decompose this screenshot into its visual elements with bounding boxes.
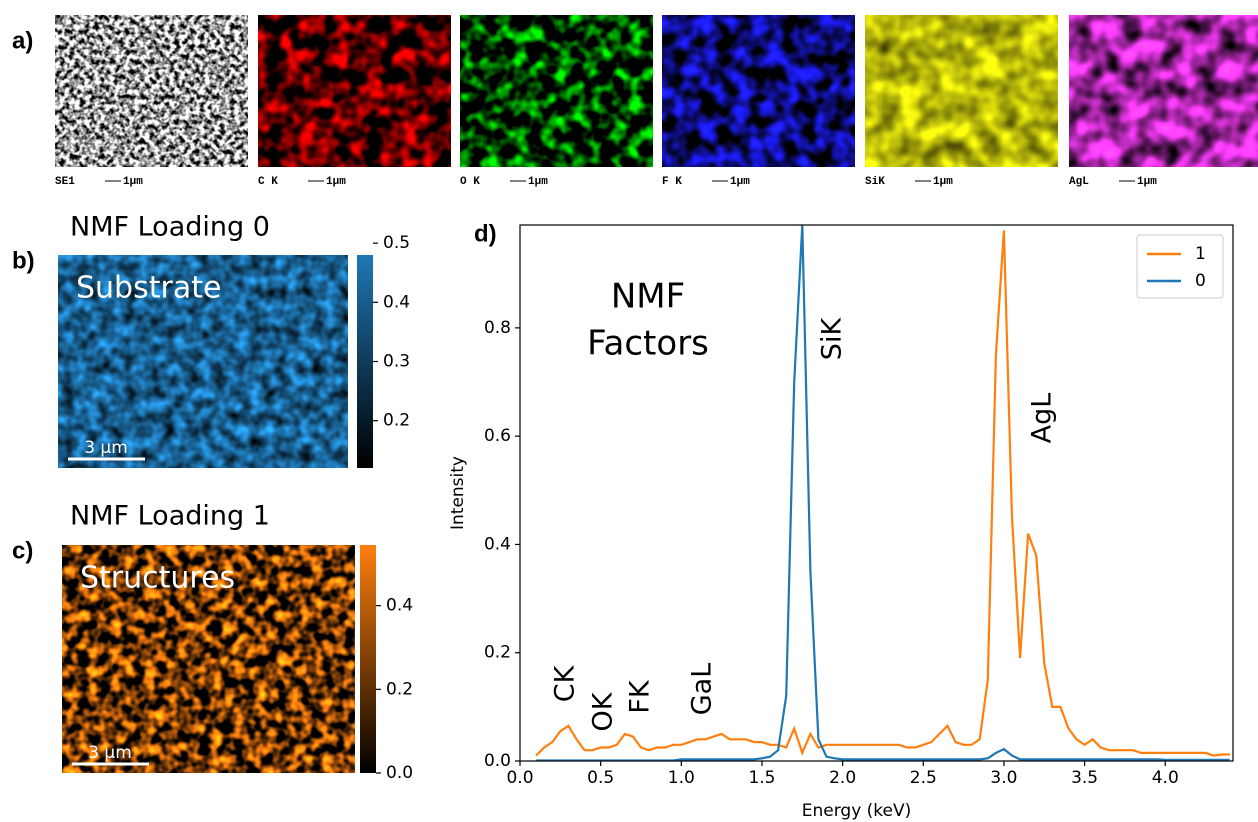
- scale-label: 1µm: [933, 176, 953, 188]
- legend-label: 1: [1195, 244, 1206, 264]
- x-tick-label: 3.0: [990, 768, 1017, 788]
- legend-box: [1136, 234, 1224, 299]
- map-annotation: Substrate: [76, 271, 221, 306]
- colorbar-tick-label: 0.4: [386, 596, 413, 616]
- scale-label: 1µm: [528, 176, 548, 188]
- element-map: [865, 15, 1058, 167]
- panel-label: a): [12, 27, 33, 54]
- colorbar: [357, 255, 373, 468]
- y-tick-label: 0.2: [484, 643, 511, 663]
- legend-label: 0: [1195, 271, 1206, 291]
- annotation: FK: [625, 679, 656, 714]
- map-annotation: Structures: [80, 561, 235, 596]
- scale-label: 1µm: [730, 176, 750, 188]
- map-label: O K: [460, 176, 480, 188]
- annotation: CK: [550, 664, 581, 702]
- y-tick-label: 0.6: [484, 426, 511, 446]
- element-map: [258, 15, 451, 167]
- annotation: GaL: [687, 663, 718, 716]
- annotation: NMF: [611, 277, 685, 317]
- annotation: AgL: [1027, 393, 1058, 444]
- element-map: [662, 15, 855, 167]
- colorbar-tick-label: 0.2: [383, 411, 410, 431]
- x-tick-label: 0.5: [587, 768, 614, 788]
- y-tick-label: 0.4: [484, 534, 511, 554]
- series-line: [535, 230, 1230, 757]
- colorbar-tick-label: 0.2: [386, 679, 413, 699]
- colorbar-tick-label: 0.4: [383, 292, 410, 312]
- panel-label: c): [12, 537, 33, 564]
- loading-map: [58, 255, 348, 468]
- annotation: SiK: [817, 317, 848, 361]
- scale-label: 3 µm: [88, 743, 132, 763]
- loading-map: [62, 545, 355, 773]
- map-label: AgL: [1069, 176, 1089, 188]
- scale-label: 1µm: [1137, 176, 1157, 188]
- x-tick-label: 4.0: [1152, 768, 1179, 788]
- scale-label: 3 µm: [84, 438, 128, 458]
- colorbar-tick-label: 0.5: [383, 233, 410, 253]
- x-tick-label: 1.0: [668, 768, 695, 788]
- plot-frame: [519, 224, 1234, 762]
- x-tick-label: 1.5: [748, 768, 775, 788]
- map-label: F K: [662, 176, 682, 188]
- annotation: OK: [588, 691, 619, 731]
- x-axis-label: Energy (keV): [802, 801, 912, 821]
- x-tick-label: 3.5: [1071, 768, 1098, 788]
- panel-label: d): [474, 220, 497, 247]
- colorbar-tick-label: 0.0: [386, 763, 413, 783]
- element-map: [55, 15, 248, 167]
- x-tick-label: 2.0: [829, 768, 856, 788]
- y-axis-label: Intensity: [448, 456, 468, 530]
- scale-label: 1µm: [326, 176, 346, 188]
- map-label: SE1: [55, 176, 75, 188]
- map-label: C K: [258, 176, 278, 188]
- panel-label: b): [12, 247, 35, 274]
- scale-label: 1µm: [123, 176, 143, 188]
- element-map: [460, 15, 653, 167]
- y-tick-label: 0.0: [484, 751, 511, 771]
- element-map: [1069, 15, 1258, 167]
- colorbar: [360, 545, 376, 773]
- colorbar-tick-label: 0.3: [383, 352, 410, 372]
- panel-title: NMF Loading 1: [70, 501, 270, 532]
- y-tick-label: 0.8: [484, 318, 511, 338]
- map-label: SiK: [865, 176, 885, 188]
- annotation: Factors: [587, 324, 709, 364]
- panel-title: NMF Loading 0: [70, 212, 270, 243]
- x-tick-label: 0.0: [506, 768, 533, 788]
- x-tick-label: 2.5: [910, 768, 937, 788]
